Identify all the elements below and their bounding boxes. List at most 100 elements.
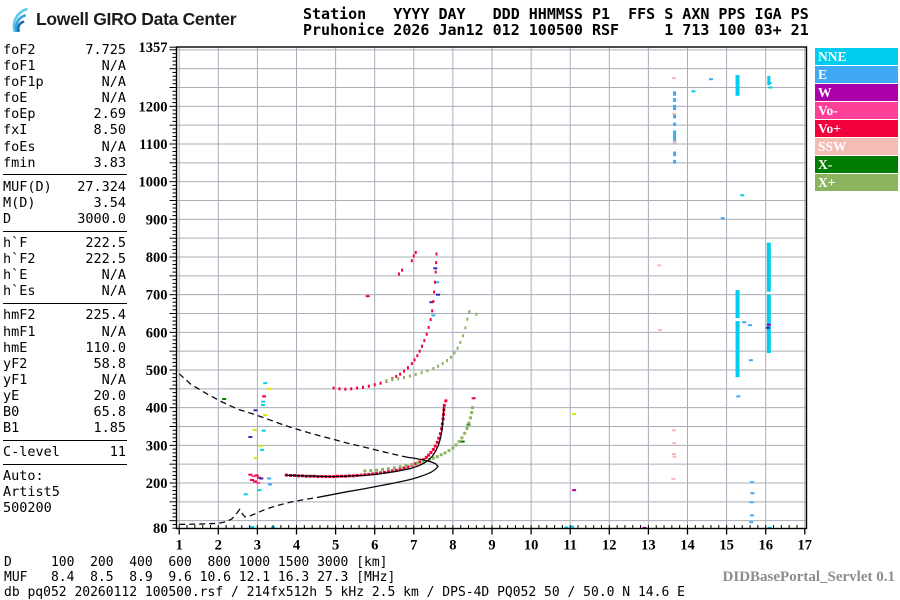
param-row: foF1p N/A [3,74,126,90]
param-label: D [3,210,12,227]
param-value: N/A [101,267,126,284]
param-label: foEs [3,138,36,155]
station-header-columns: Station YYYY DAY DDD HHMMSS P1 FFS S AXN… [303,5,809,23]
param-label: fmin [3,154,36,171]
panel-divider [3,174,127,176]
x-tick-label: 14 [680,538,695,554]
param-value: 58.8 [93,355,126,372]
param-value: 27.324 [77,178,126,195]
axes [169,46,808,535]
param-label: foF2 [3,42,36,58]
param-row: foE N/A [3,90,126,106]
legend-item-x-: X- [815,156,898,173]
param-row: yE 20.0 [3,388,126,404]
param-value: N/A [101,138,126,155]
param-label: h`E [3,267,28,284]
param-row: fmin 3.83 [3,155,126,171]
y-tick-label: 400 [146,401,168,417]
legend-item-ssw: SSW [815,138,898,155]
param-row: hmF1 N/A [3,324,126,340]
station-header-values: Pruhonice 2026 Jan12 012 100500 RSF 1 71… [303,20,809,39]
param-label: hmF2 [3,307,36,324]
param-value: 1.85 [93,420,126,437]
param-label: M(D) [3,194,36,211]
grid [176,47,807,529]
param-label: Auto: [3,468,44,485]
y-tick-label: 1000 [139,175,168,191]
param-row: yF2 58.8 [3,356,126,372]
param-row: C-level 11 [3,444,126,460]
param-value: 11 [109,444,126,461]
param-label: foF1p [3,74,44,91]
panel-divider [3,302,127,304]
param-row: M(D) 3.54 [3,195,126,211]
x-tick-label: 8 [449,538,456,554]
param-row: foF1 N/A [3,58,126,74]
param-row: yF1 N/A [3,372,126,388]
legend-item-w: W [815,84,898,101]
legend-item-x+: X+ [815,174,898,191]
servlet-version-label: DIDBasePortal_Servlet 0.1 [722,569,895,585]
echo-traces [284,250,478,479]
legend-item-e: E [815,66,898,83]
direction-color-legend: NNE E W Vo- Vo+ SSW X- X+ [815,48,898,192]
legend-item-nne: NNE [815,48,898,65]
param-row: h`Es N/A [3,283,126,299]
param-value: N/A [101,371,126,388]
param-label: foF1 [3,58,36,75]
x-tick-label: 2 [215,538,222,554]
param-label: hmE [3,339,28,356]
y-tick-label: 1200 [139,99,168,115]
x-axis-labels: 1 2 3 4 5 6 7 8 9 10 11 12 13 14 15 16 17 [176,538,812,554]
param-row: hmF2 225.4 [3,307,126,323]
param-label: foE [3,90,28,107]
param-row: h`F2 222.5 [3,251,126,267]
param-value: 222.5 [85,235,126,252]
legend-item-vo+: Vo+ [815,120,898,137]
param-row: Auto: [3,468,126,484]
muf-row: MUF 8.4 8.5 8.9 9.6 10.6 12.1 16.3 27.3 … [4,570,396,586]
param-value: N/A [101,323,126,340]
measurement-status-line: db pq052 20260112 100500.rsf / 214fx512h… [4,585,685,600]
y-tick-label: 800 [146,250,168,266]
param-label: hmF1 [3,323,36,340]
param-label: h`F [3,235,28,252]
param-value: 8.50 [93,122,126,139]
param-label: h`Es [3,283,36,300]
x-tick-label: 12 [602,538,617,554]
y-tick-label: 900 [146,212,168,228]
param-label: h`F2 [3,251,36,268]
param-value: N/A [101,283,126,300]
muf-distance-table: D 100 200 400 600 800 1000 1500 3000 [km… [4,555,395,586]
noise-points [222,77,773,529]
x-tick-label: 15 [719,538,734,554]
y-tick-label: 600 [146,325,168,341]
distance-row: D 100 200 400 600 800 1000 1500 3000 [km… [4,555,388,570]
x-tick-label: 10 [524,538,539,554]
x-tick-label: 7 [410,538,417,554]
param-value: 3000.0 [77,210,126,227]
param-row: foEp 2.69 [3,106,126,122]
x-tick-label: 13 [641,538,656,554]
panel-divider [3,463,127,465]
x-tick-label: 6 [371,538,378,554]
param-row: 500200 [3,500,126,516]
lowell-giro-logo: Lowell GIRO Data Center [6,6,237,32]
y-tick-label: 1357 [139,40,168,56]
x-tick-label: 11 [563,538,577,554]
param-label: fxI [3,122,28,139]
param-row: foF2 7.725 [3,42,126,58]
param-row: h`E N/A [3,267,126,283]
x-tick-label: 17 [798,538,813,554]
param-row: MUF(D) 27.324 [3,179,126,195]
x-tick-label: 3 [254,538,261,554]
logo-text: Lowell GIRO Data Center [36,8,237,29]
param-label: C-level [3,444,60,461]
param-row: Artist5 [3,484,126,500]
y-tick-label: 200 [146,476,168,492]
param-value: 110.0 [85,339,126,356]
x-tick-label: 5 [332,538,339,554]
x-tick-label: 4 [293,538,300,554]
